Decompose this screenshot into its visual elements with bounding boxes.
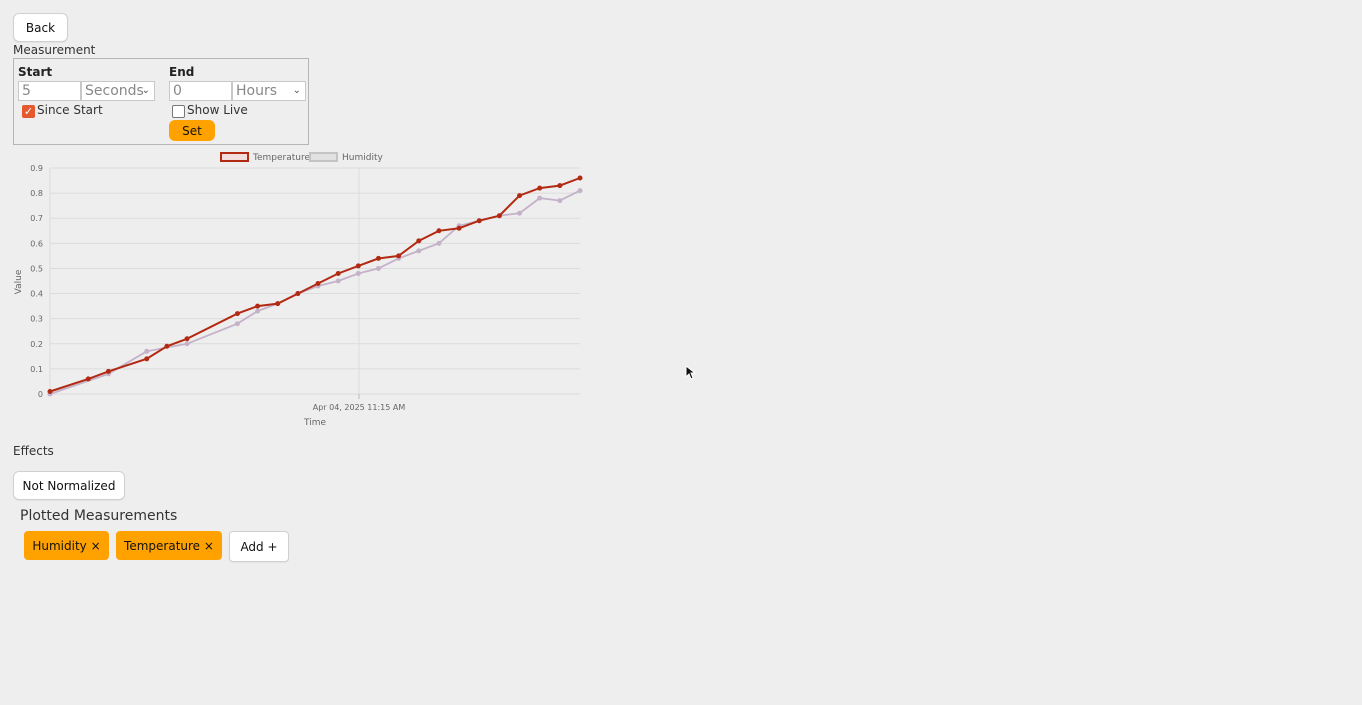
data-point-humidity[interactable] bbox=[557, 198, 563, 204]
x-axis-ticks: Apr 04, 2025 11:15 AM bbox=[313, 403, 406, 412]
data-point-temperature[interactable] bbox=[396, 253, 402, 259]
start-unit-select[interactable]: Seconds ⌄ bbox=[81, 81, 155, 101]
data-point-temperature[interactable] bbox=[295, 291, 301, 297]
legend-swatch-humidity[interactable] bbox=[309, 152, 338, 162]
y-tick-label: 0.2 bbox=[30, 340, 43, 349]
remove-humidity-button[interactable]: Humidity × bbox=[24, 531, 109, 560]
end-label: End bbox=[169, 65, 195, 79]
y-tick-label: 0.5 bbox=[30, 264, 43, 273]
legend-label-humidity[interactable]: Humidity bbox=[342, 153, 383, 163]
since-start-label: Since Start bbox=[37, 103, 103, 117]
y-axis-ticks: 0 0.1 0.2 0.3 0.4 0.5 0.6 0.7 0.8 0.9 bbox=[30, 164, 43, 399]
y-tick-label: 0 bbox=[38, 390, 43, 399]
data-point-humidity[interactable] bbox=[416, 248, 422, 254]
end-unit-select[interactable]: Hours ⌄ bbox=[232, 81, 306, 101]
data-point-humidity[interactable] bbox=[255, 308, 261, 314]
data-point-humidity[interactable] bbox=[144, 348, 150, 354]
chart-grid bbox=[49, 167, 580, 399]
data-point-humidity[interactable] bbox=[355, 270, 361, 276]
measurement-panel: Start 5 Seconds ⌄ ✓ Since Start End 0 Ho… bbox=[13, 58, 309, 145]
data-point-humidity[interactable] bbox=[375, 265, 381, 271]
data-point-temperature[interactable] bbox=[496, 213, 502, 219]
data-point-humidity[interactable] bbox=[537, 195, 543, 201]
data-point-temperature[interactable] bbox=[436, 228, 442, 234]
data-point-humidity[interactable] bbox=[184, 341, 190, 347]
data-point-temperature[interactable] bbox=[184, 336, 190, 342]
chart-legend: Temperature Humidity bbox=[220, 152, 383, 163]
end-value-input[interactable]: 0 bbox=[169, 81, 232, 101]
add-measurement-button[interactable]: Add + bbox=[229, 531, 289, 562]
data-point-temperature[interactable] bbox=[416, 238, 422, 244]
y-axis-label: Value bbox=[14, 269, 24, 294]
data-point-humidity[interactable] bbox=[335, 278, 341, 284]
chevron-down-icon: ⌄ bbox=[141, 85, 150, 96]
data-point-temperature[interactable] bbox=[375, 255, 381, 261]
data-point-temperature[interactable] bbox=[275, 301, 281, 307]
legend-label-temperature[interactable]: Temperature bbox=[252, 153, 310, 163]
data-point-humidity[interactable] bbox=[577, 188, 583, 194]
series-line-temperature bbox=[49, 177, 581, 393]
y-tick-label: 0.8 bbox=[30, 189, 43, 198]
show-live-checkbox[interactable] bbox=[172, 105, 185, 118]
data-point-temperature[interactable] bbox=[355, 263, 361, 269]
data-point-temperature[interactable] bbox=[315, 281, 321, 287]
start-label: Start bbox=[18, 65, 53, 79]
x-axis-label: Time bbox=[303, 418, 326, 428]
plotted-measurements-title: Plotted Measurements bbox=[20, 508, 178, 524]
data-point-humidity[interactable] bbox=[234, 321, 240, 327]
data-point-temperature[interactable] bbox=[537, 185, 543, 191]
set-button[interactable]: Set bbox=[169, 120, 215, 141]
series-line-humidity bbox=[49, 189, 581, 395]
mouse-cursor-icon bbox=[685, 365, 695, 380]
data-point-temperature[interactable] bbox=[517, 193, 523, 199]
legend-swatch-temperature[interactable] bbox=[220, 152, 249, 162]
data-point-temperature[interactable] bbox=[577, 175, 583, 181]
data-point-humidity[interactable] bbox=[436, 240, 442, 246]
since-start-checkbox[interactable]: ✓ bbox=[22, 105, 35, 118]
back-button[interactable]: Back bbox=[13, 13, 68, 42]
data-point-temperature[interactable] bbox=[47, 388, 53, 394]
chevron-down-icon: ⌄ bbox=[292, 85, 301, 96]
y-tick-label: 0.4 bbox=[30, 290, 43, 299]
show-live-label: Show Live bbox=[187, 103, 248, 117]
y-tick-label: 0.3 bbox=[30, 315, 43, 324]
data-point-temperature[interactable] bbox=[85, 376, 91, 382]
effects-section-label: Effects bbox=[13, 444, 54, 458]
data-point-temperature[interactable] bbox=[557, 183, 563, 189]
data-point-temperature[interactable] bbox=[105, 368, 111, 374]
data-point-humidity[interactable] bbox=[517, 210, 523, 216]
chart-series bbox=[47, 175, 583, 397]
y-tick-label: 0.7 bbox=[30, 214, 43, 223]
data-point-temperature[interactable] bbox=[255, 303, 261, 309]
normalize-toggle-button[interactable]: Not Normalized bbox=[13, 471, 125, 500]
y-tick-label: 0.1 bbox=[30, 365, 43, 374]
measurement-section-label: Measurement bbox=[13, 43, 96, 57]
x-tick-label: Apr 04, 2025 11:15 AM bbox=[313, 403, 406, 412]
y-tick-label: 0.9 bbox=[30, 164, 43, 173]
start-value-input[interactable]: 5 bbox=[18, 81, 81, 101]
data-point-temperature[interactable] bbox=[164, 343, 170, 349]
start-unit-value: Seconds bbox=[85, 83, 144, 99]
remove-temperature-button[interactable]: Temperature × bbox=[116, 531, 222, 560]
y-tick-label: 0.6 bbox=[30, 239, 43, 248]
end-unit-value: Hours bbox=[236, 83, 278, 99]
data-point-temperature[interactable] bbox=[144, 356, 150, 362]
data-point-temperature[interactable] bbox=[476, 218, 482, 224]
line-chart: 0 0.1 0.2 0.3 0.4 0.5 0.6 0.7 0.8 0.9 Apr 04, 202… bbox=[14, 152, 583, 428]
data-point-temperature[interactable] bbox=[335, 270, 341, 276]
data-point-temperature[interactable] bbox=[234, 311, 240, 317]
data-point-temperature[interactable] bbox=[456, 225, 462, 231]
